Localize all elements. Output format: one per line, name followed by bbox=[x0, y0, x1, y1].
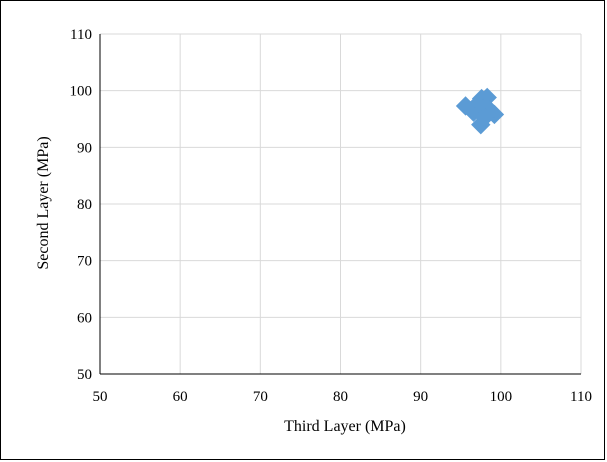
y-tick-label: 50 bbox=[77, 367, 92, 383]
x-tick-label: 80 bbox=[333, 389, 348, 405]
x-tick-label: 90 bbox=[413, 389, 428, 405]
x-tick-label: 60 bbox=[173, 389, 188, 405]
x-axis-title: Third Layer (MPa) bbox=[284, 418, 406, 435]
y-axis-title: Second Layer (MPa) bbox=[35, 136, 52, 269]
x-tick-label: 50 bbox=[93, 389, 108, 405]
y-tick-label: 70 bbox=[77, 254, 92, 270]
y-tick-label: 80 bbox=[77, 197, 92, 213]
y-tick-label: 100 bbox=[70, 84, 93, 100]
y-tick-label: 60 bbox=[77, 310, 92, 326]
y-tick-label: 110 bbox=[70, 27, 92, 43]
x-tick-label: 70 bbox=[253, 389, 268, 405]
axes bbox=[99, 34, 581, 375]
x-tick-label: 110 bbox=[570, 389, 592, 405]
data-point bbox=[475, 107, 495, 128]
x-tick-label: 100 bbox=[490, 389, 513, 405]
y-tick-label: 90 bbox=[77, 140, 92, 156]
tick-labels: 50 60 70 80 90 100 110 50 60 70 80 90 100 110 bbox=[70, 27, 592, 405]
gridlines bbox=[100, 33, 582, 374]
data-points bbox=[455, 87, 505, 135]
